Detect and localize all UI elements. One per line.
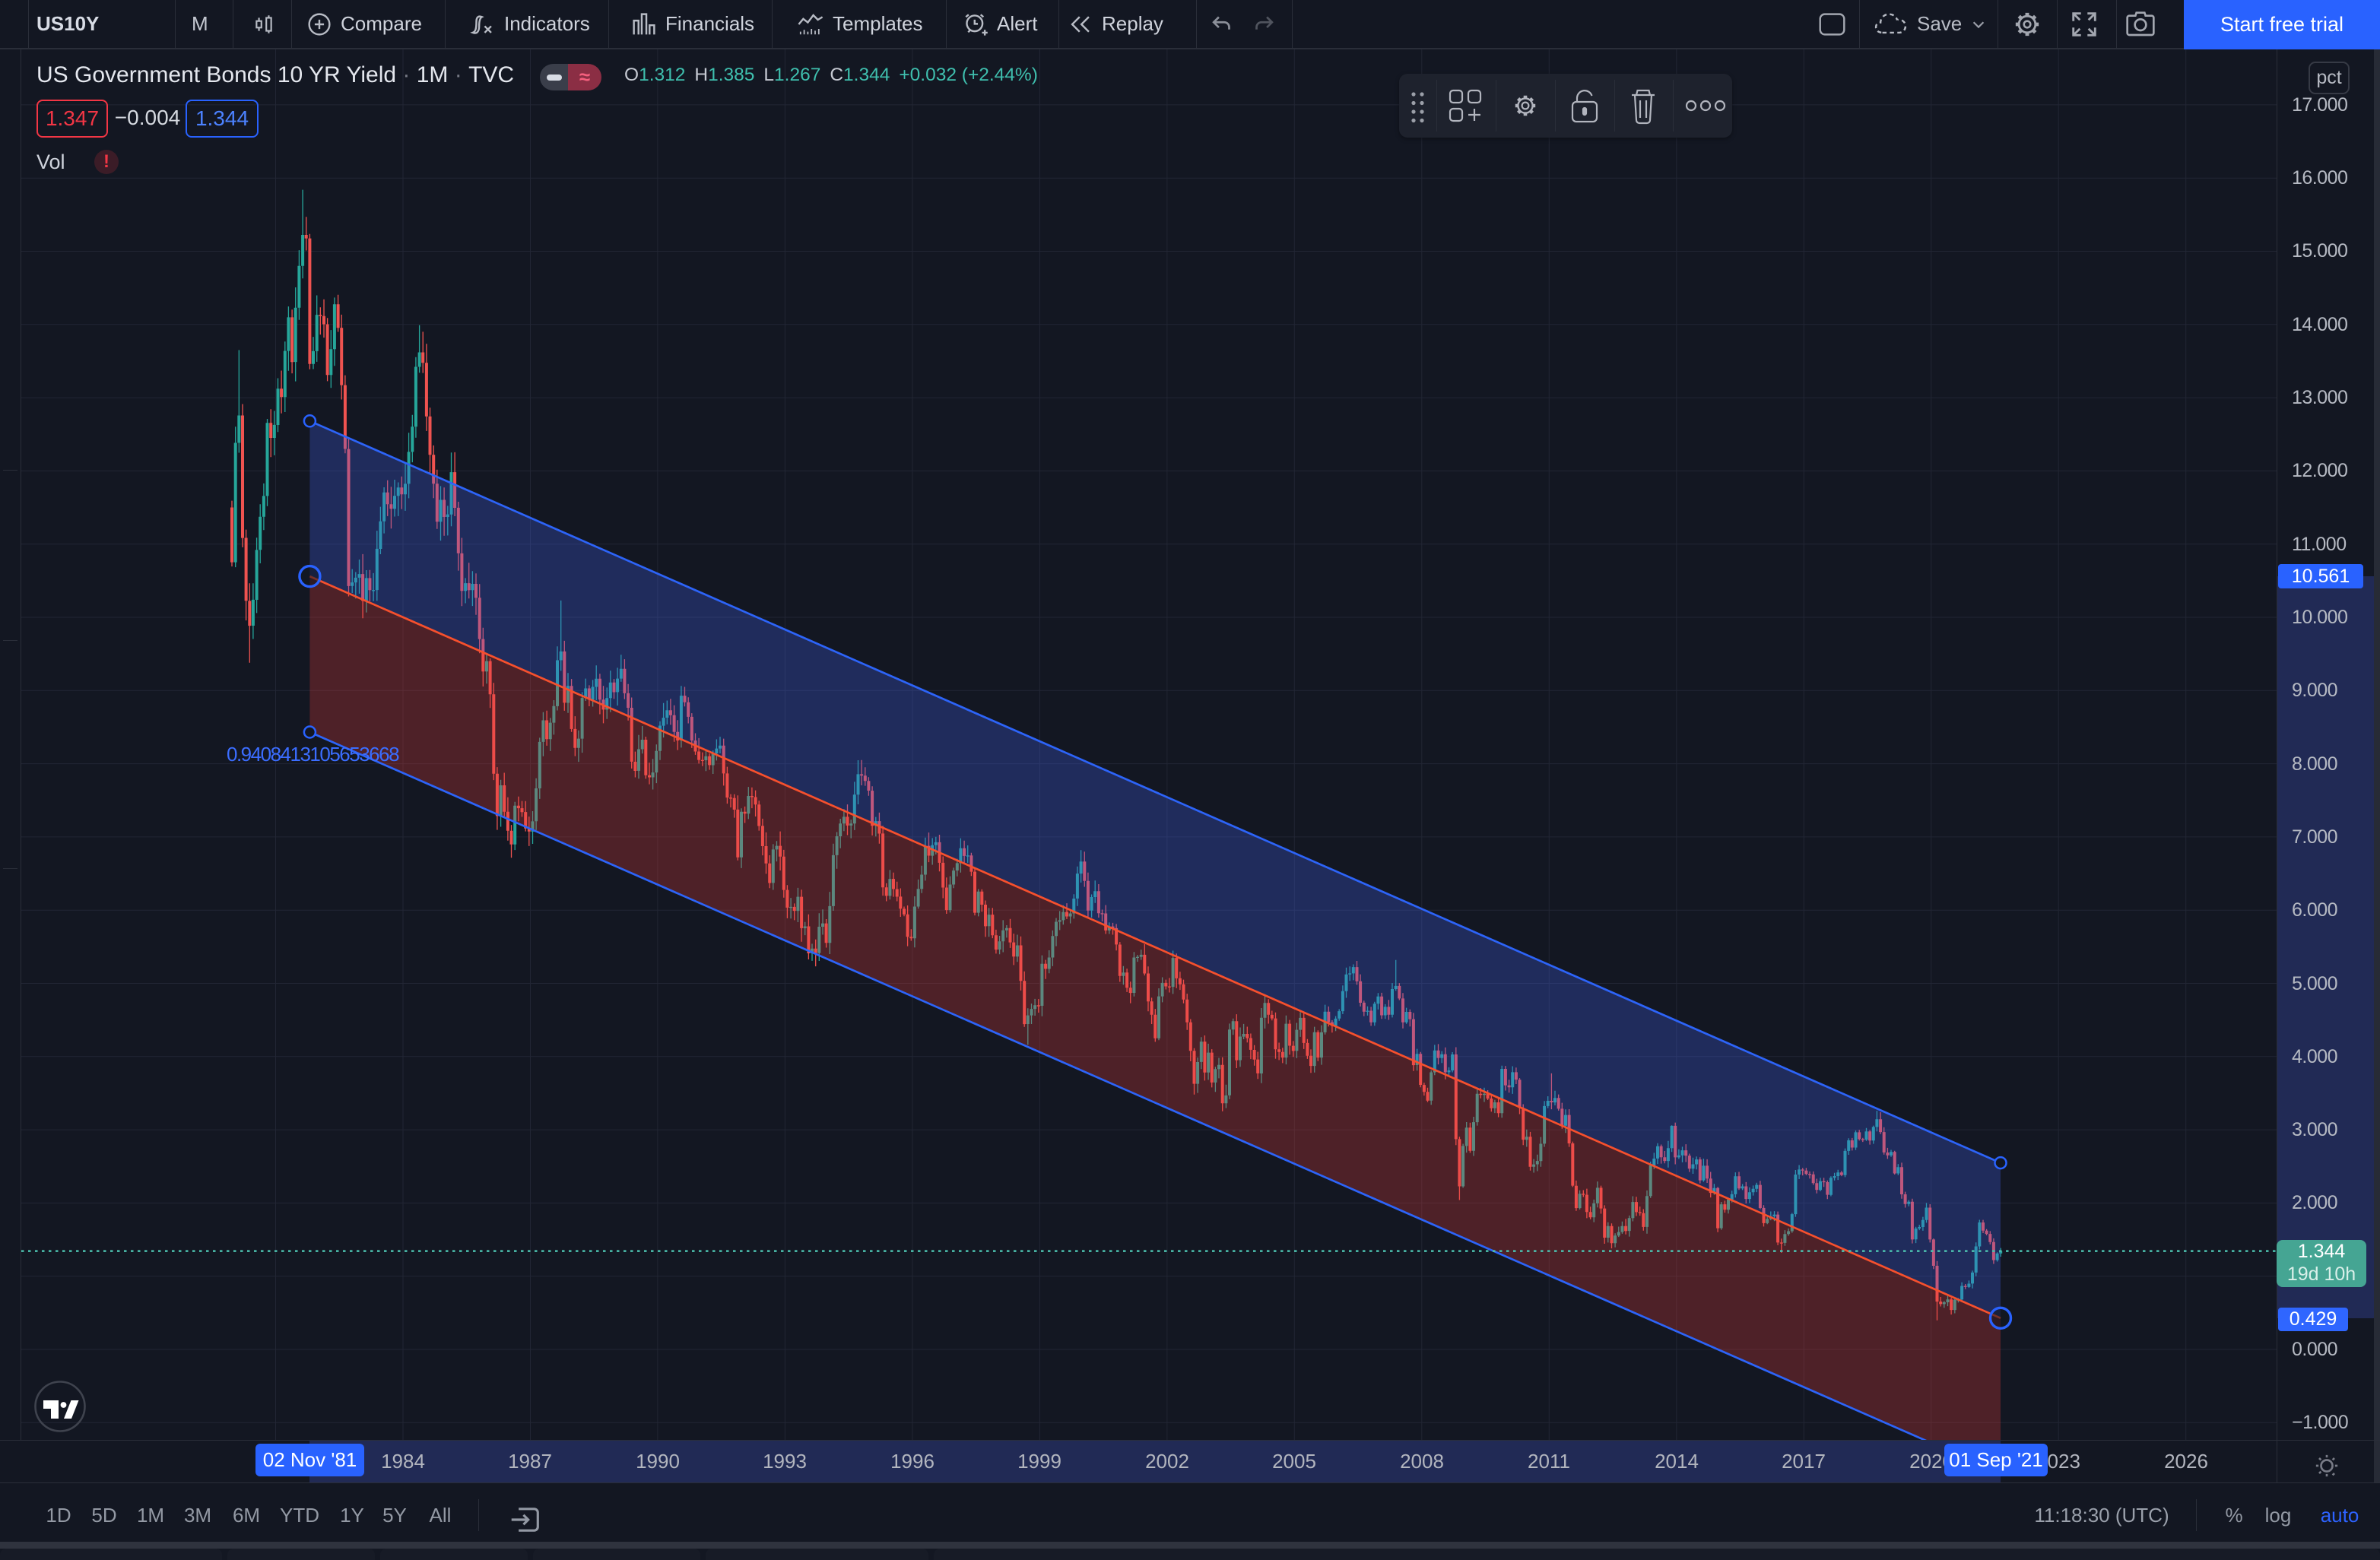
- svg-text:0.9408413105653668: 0.9408413105653668: [227, 743, 399, 766]
